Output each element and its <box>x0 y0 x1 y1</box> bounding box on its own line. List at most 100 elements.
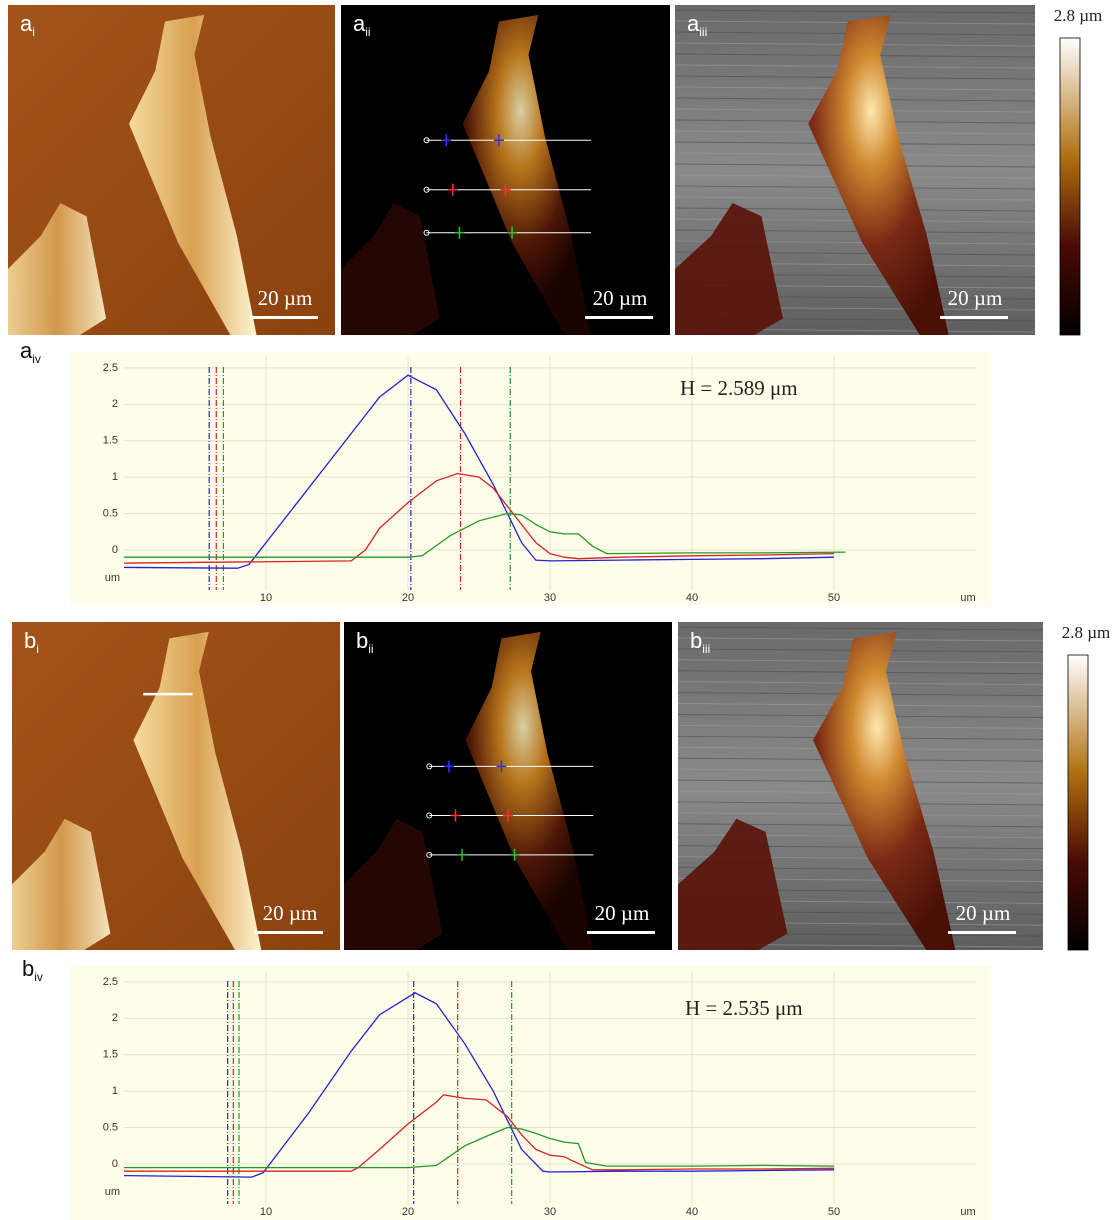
panel-letter: b <box>690 628 702 653</box>
chart-label: biv <box>22 956 43 984</box>
scan-line <box>677 626 1044 631</box>
panel-label: ai <box>20 11 35 39</box>
y-tick-label: 1 <box>112 1085 118 1097</box>
x-tick-label: 30 <box>544 592 556 604</box>
profile-cursor <box>443 760 454 773</box>
panel-label: aiii <box>687 11 707 39</box>
cell <box>341 203 440 335</box>
x-axis-label: um <box>960 592 975 604</box>
scale-bar <box>587 931 655 934</box>
y-tick-label: 0.5 <box>103 507 118 519</box>
panel-subscript: i <box>32 25 35 39</box>
profile-start <box>423 137 430 144</box>
scale-bar-label: 20 µm <box>593 286 648 310</box>
profile-cursor <box>454 226 465 239</box>
chart-label: aiv <box>20 338 41 366</box>
scale-bar <box>948 931 1016 934</box>
x-tick-label: 10 <box>260 592 272 604</box>
panel-subscript: iv <box>32 352 41 366</box>
panel-subscript: i <box>36 642 39 656</box>
x-tick-label: 20 <box>402 592 414 604</box>
x-tick-label: 50 <box>828 1206 840 1218</box>
profile-cursor <box>493 134 504 147</box>
panel-subscript: ii <box>368 642 373 656</box>
panel-label: bi <box>24 628 39 656</box>
colorbar-label: 2.8 µm <box>1054 6 1103 25</box>
cell <box>808 14 949 336</box>
scale-bar-label: 20 µm <box>948 286 1003 310</box>
y-tick-label: 0.5 <box>103 1121 118 1133</box>
profile-line <box>123 374 835 569</box>
profile-start <box>423 186 430 193</box>
profile-cursor <box>450 809 461 822</box>
panel-label: bii <box>356 628 374 656</box>
y-tick-label: 0 <box>112 1158 118 1170</box>
profile-cursor <box>447 183 458 196</box>
y-tick-label: 1 <box>112 471 118 483</box>
x-tick-label: 50 <box>828 592 840 604</box>
panel-letter: a <box>353 11 366 36</box>
cell <box>675 203 783 335</box>
cell <box>344 818 443 950</box>
colorbar <box>1059 37 1081 336</box>
profile-line <box>123 992 835 1178</box>
x-tick-label: 40 <box>686 592 698 604</box>
cell <box>12 818 111 950</box>
chart-background <box>70 966 990 1220</box>
colorbar <box>1067 654 1089 951</box>
colorbar-label: 2.8 µm <box>1062 623 1111 642</box>
x-tick-label: 10 <box>260 1206 272 1218</box>
x-tick-label: 20 <box>402 1206 414 1218</box>
panel-subscript: iii <box>702 642 710 656</box>
scan-line <box>674 9 1036 14</box>
y-tick-label: 2 <box>112 1012 118 1024</box>
x-tick-label: 30 <box>544 1206 556 1218</box>
panel-subscript: ii <box>365 25 370 39</box>
profile-cursor <box>509 848 520 861</box>
y-tick-label: 1.5 <box>103 435 118 447</box>
scale-bar-label: 20 µm <box>258 286 313 310</box>
profile-line <box>124 1126 835 1169</box>
y-tick-label: 0 <box>112 544 118 556</box>
panel-subscript: iii <box>699 25 707 39</box>
scale-bar <box>585 316 653 319</box>
cell <box>678 818 788 950</box>
cell <box>8 203 107 335</box>
panel-letter: a <box>20 11 33 36</box>
panel-letter: b <box>24 628 36 653</box>
profile-line <box>124 512 846 558</box>
profile-cursor <box>507 226 518 239</box>
profile-cursor <box>457 848 468 861</box>
annotation: H = 2.589 μm <box>680 376 798 400</box>
y-tick-label: 2.5 <box>103 976 118 988</box>
y-tick-label: 2.5 <box>103 362 118 374</box>
cell <box>129 14 257 336</box>
panel-letter: a <box>20 338 33 363</box>
scale-bar-label: 20 µm <box>263 901 318 925</box>
profile-cursor <box>441 134 452 147</box>
cell <box>133 631 262 950</box>
cell <box>465 631 594 950</box>
profile-cursor <box>496 760 507 773</box>
profile-start <box>426 763 433 770</box>
profile-line <box>124 1094 835 1172</box>
scale-bar <box>255 931 323 934</box>
scale-bar <box>250 316 318 319</box>
cell <box>462 14 591 336</box>
scale-bar-label: 20 µm <box>595 901 650 925</box>
scale-bar-label: 20 µm <box>956 901 1011 925</box>
y-tick-label: 2 <box>112 398 118 410</box>
y-tick-label: 1.5 <box>103 1049 118 1061</box>
panel-label: biii <box>690 628 710 656</box>
cell <box>813 631 956 950</box>
annotation: H = 2.535 μm <box>685 996 803 1020</box>
scale-bar <box>940 316 1008 319</box>
profile-cursor <box>503 809 513 822</box>
y-axis-label: um <box>105 572 120 584</box>
panel-label: aii <box>353 11 371 39</box>
profile-line <box>123 472 835 564</box>
profile-start <box>423 229 430 236</box>
profile-start <box>426 812 433 819</box>
